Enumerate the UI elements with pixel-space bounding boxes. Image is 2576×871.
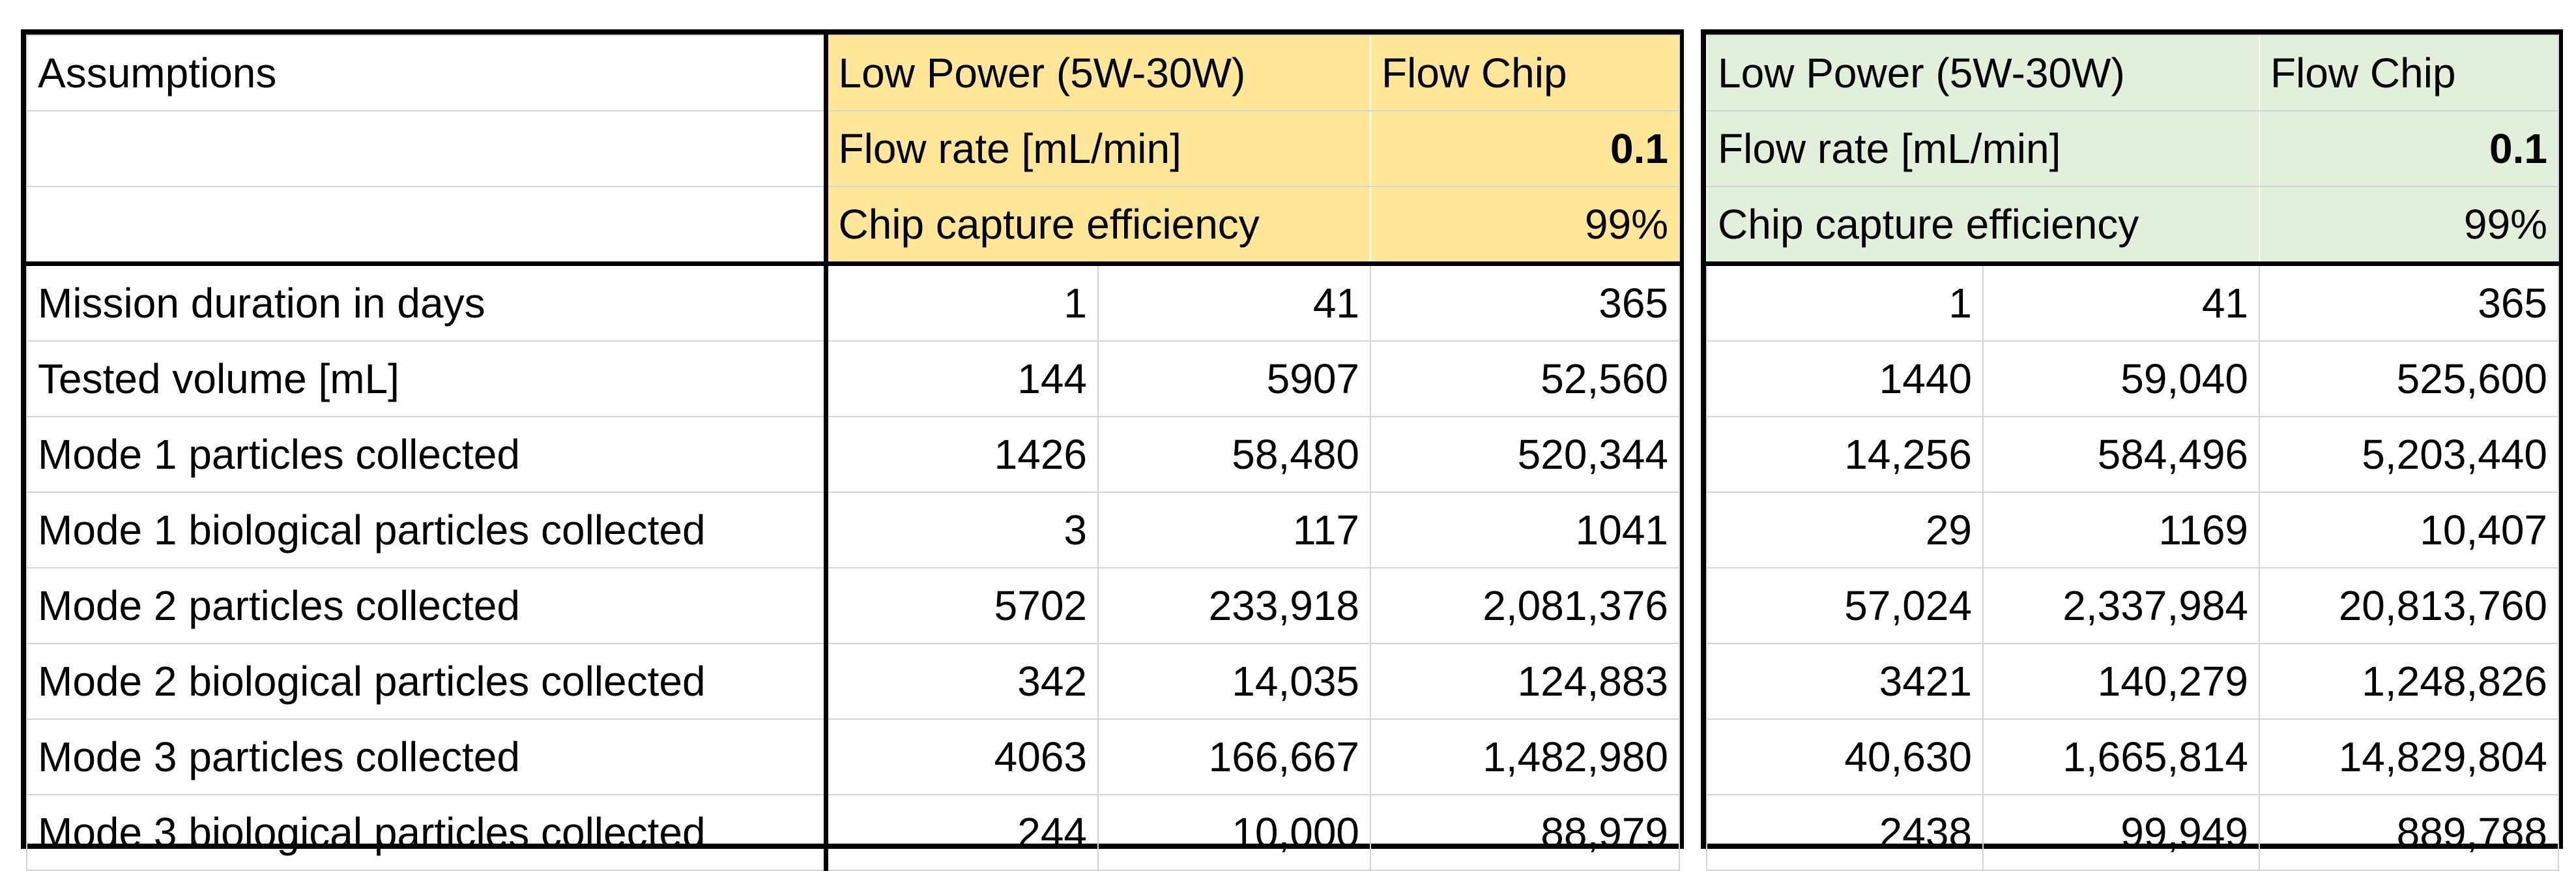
table-cell[interactable]: 14,035: [1097, 643, 1371, 720]
table-cell[interactable]: 41: [1097, 263, 1371, 342]
row-label[interactable]: Mode 2 particles collected: [26, 567, 828, 644]
table-cell[interactable]: 1: [825, 263, 1099, 342]
table-cell[interactable]: 520,344: [1370, 416, 1680, 493]
efficiency-value-right[interactable]: 99%: [2259, 186, 2559, 266]
table-cell[interactable]: 5,203,440: [2259, 416, 2559, 493]
header-row-2: Flow rate [mL/min] 0.1: [26, 110, 1680, 187]
table-cell[interactable]: 10,407: [2259, 492, 2559, 568]
table-cell[interactable]: 52,560: [1370, 340, 1680, 417]
efficiency-value-left[interactable]: 99%: [1370, 186, 1680, 266]
table-cell[interactable]: 5907: [1097, 340, 1371, 417]
table-cell[interactable]: 1041: [1370, 492, 1680, 568]
table-cell[interactable]: 14,829,804: [2259, 718, 2559, 795]
header-row-1: Low Power (5W-30W) Flow Chip: [1707, 35, 2559, 111]
table-cell[interactable]: 3421: [1706, 643, 1984, 720]
row-label[interactable]: Mode 3 particles collected: [26, 718, 828, 795]
table-row: 1440 59,040 525,600: [1706, 340, 2559, 417]
row-label[interactable]: Mission duration in days: [26, 263, 828, 342]
table-cell[interactable]: 140,279: [1982, 643, 2260, 720]
table-cell[interactable]: 29: [1706, 492, 1984, 568]
table-row: 14,256 584,496 5,203,440: [1706, 416, 2559, 493]
table-cell[interactable]: 365: [1370, 263, 1680, 342]
flow-rate-value-right[interactable]: 0.1: [2259, 110, 2559, 187]
table-cell[interactable]: 233,918: [1097, 567, 1371, 644]
table-cell[interactable]: 99,949: [1982, 794, 2260, 871]
table-cell[interactable]: 584,496: [1982, 416, 2260, 493]
efficiency-label-left[interactable]: Chip capture efficiency: [826, 186, 1370, 266]
table-cell[interactable]: 10,000: [1097, 794, 1371, 871]
power-label-right[interactable]: Low Power (5W-30W): [1707, 35, 2259, 111]
table-cell[interactable]: 1426: [825, 416, 1099, 493]
flow-rate-label-left[interactable]: Flow rate [mL/min]: [826, 110, 1370, 187]
table-cell[interactable]: 2,081,376: [1370, 567, 1680, 644]
table-row: 57,024 2,337,984 20,813,760: [1706, 567, 2559, 644]
table-cell[interactable]: 59,040: [1982, 340, 2260, 417]
table-cell[interactable]: 1: [1706, 263, 1984, 342]
flow-rate-label-right[interactable]: Flow rate [mL/min]: [1707, 110, 2259, 187]
blank-cell[interactable]: [26, 110, 828, 187]
table-cell[interactable]: 889,788: [2259, 794, 2559, 871]
table-cell[interactable]: 41: [1982, 263, 2260, 342]
table-row: Mode 2 biological particles collected 34…: [26, 643, 1680, 720]
flow-rate-value-left[interactable]: 0.1: [1370, 110, 1680, 187]
table-cell[interactable]: 1,665,814: [1982, 718, 2260, 795]
table-cell[interactable]: 40,630: [1706, 718, 1984, 795]
table-cell[interactable]: 3: [825, 492, 1099, 568]
table-cell[interactable]: 2438: [1706, 794, 1984, 871]
table-row: 2438 99,949 889,788: [1706, 794, 2559, 871]
left-table-block: Assumptions Low Power (5W-30W) Flow Chip…: [21, 29, 1684, 871]
right-table-block: Low Power (5W-30W) Flow Chip Flow rate […: [1701, 29, 2563, 871]
table-cell[interactable]: 1,482,980: [1370, 718, 1680, 795]
table-cell[interactable]: 342: [825, 643, 1099, 720]
table-cell[interactable]: 4063: [825, 718, 1099, 795]
table-row: Mission duration in days 1 41 365: [26, 263, 1680, 342]
table-row: Mode 1 particles collected 1426 58,480 5…: [26, 416, 1680, 493]
table-cell[interactable]: 166,667: [1097, 718, 1371, 795]
power-label-left[interactable]: Low Power (5W-30W): [826, 35, 1370, 111]
row-label[interactable]: Mode 1 biological particles collected: [26, 492, 828, 568]
header-row-2: Flow rate [mL/min] 0.1: [1707, 110, 2559, 187]
table-row: 1 41 365: [1706, 263, 2559, 342]
table-row: 40,630 1,665,814 14,829,804: [1706, 718, 2559, 795]
table-cell[interactable]: 88,979: [1370, 794, 1680, 871]
row-label[interactable]: Mode 3 biological particles collected: [26, 794, 828, 871]
table-row: 29 1169 10,407: [1706, 492, 2559, 568]
table-cell[interactable]: 144: [825, 340, 1099, 417]
chip-label-right[interactable]: Flow Chip: [2259, 35, 2559, 111]
left-table: Assumptions Low Power (5W-30W) Flow Chip…: [26, 35, 1680, 871]
row-label[interactable]: Mode 2 biological particles collected: [26, 643, 828, 720]
table-cell[interactable]: 1,248,826: [2259, 643, 2559, 720]
table-cell[interactable]: 5702: [825, 567, 1099, 644]
table-cell[interactable]: 57,024: [1706, 567, 1984, 644]
table-row: Mode 3 biological particles collected 24…: [26, 794, 1680, 871]
table-cell[interactable]: 365: [2259, 263, 2559, 342]
assumptions-label[interactable]: Assumptions: [26, 35, 828, 111]
table-cell[interactable]: 1440: [1706, 340, 1984, 417]
table-cell[interactable]: 244: [825, 794, 1099, 871]
efficiency-label-right[interactable]: Chip capture efficiency: [1707, 186, 2259, 266]
table-row: Mode 2 particles collected 5702 233,918 …: [26, 567, 1680, 644]
blank-cell[interactable]: [26, 186, 828, 266]
table-row: Mode 3 particles collected 4063 166,667 …: [26, 718, 1680, 795]
header-row-1: Assumptions Low Power (5W-30W) Flow Chip: [26, 35, 1680, 111]
table-cell[interactable]: 2,337,984: [1982, 567, 2260, 644]
header-row-3: Chip capture efficiency 99%: [1707, 186, 2559, 266]
table-row: 3421 140,279 1,248,826: [1706, 643, 2559, 720]
table-cell[interactable]: 124,883: [1370, 643, 1680, 720]
table-row: Mode 1 biological particles collected 3 …: [26, 492, 1680, 568]
table-row: Tested volume [mL] 144 5907 52,560: [26, 340, 1680, 417]
right-table: Low Power (5W-30W) Flow Chip Flow rate […: [1706, 35, 2559, 871]
table-cell[interactable]: 1169: [1982, 492, 2260, 568]
row-label[interactable]: Mode 1 particles collected: [26, 416, 828, 493]
table-cell[interactable]: 525,600: [2259, 340, 2559, 417]
table-cell[interactable]: 117: [1097, 492, 1371, 568]
chip-label-left[interactable]: Flow Chip: [1370, 35, 1680, 111]
row-label[interactable]: Tested volume [mL]: [26, 340, 828, 417]
table-cell[interactable]: 58,480: [1097, 416, 1371, 493]
table-cell[interactable]: 20,813,760: [2259, 567, 2559, 644]
header-row-3: Chip capture efficiency 99%: [26, 186, 1680, 266]
table-cell[interactable]: 14,256: [1706, 416, 1984, 493]
